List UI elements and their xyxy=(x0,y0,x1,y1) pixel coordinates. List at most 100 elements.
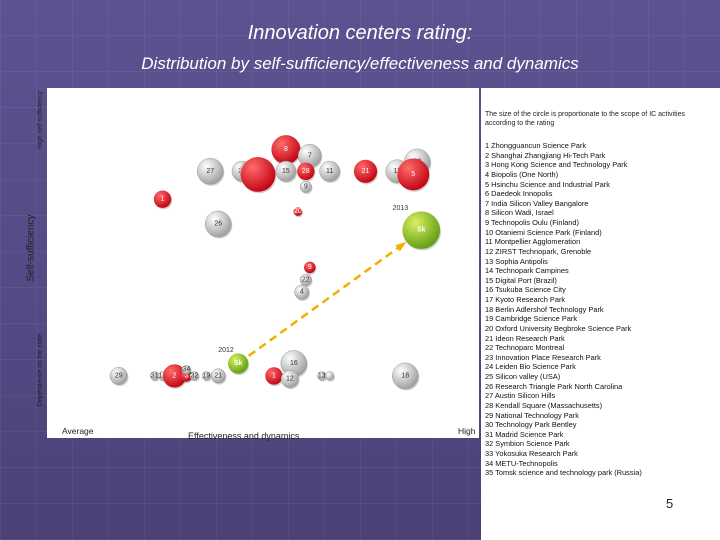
bubble-chart: 8727301015281121933175120262013Sk9224201… xyxy=(109,135,442,391)
bubble-label: 16 xyxy=(290,360,298,367)
bubble-15: 15 xyxy=(275,160,298,183)
list-item: 12 ZIRST Technopark, Grenoble xyxy=(485,246,592,256)
x-tick-average: Average xyxy=(62,426,94,436)
y-axis-label: Self-sufficiency xyxy=(25,214,37,282)
bubble-circle xyxy=(299,180,312,193)
list-item: 19 Cambridge Science Park xyxy=(485,314,578,324)
bubble-label: 20 xyxy=(294,208,302,215)
bubble-label: 13 xyxy=(318,372,326,379)
bubble-unlabeled xyxy=(325,371,336,382)
bubble-label: 21 xyxy=(362,168,370,175)
bubble-label: 4 xyxy=(300,289,304,296)
list-item: 21 Ideon Research Park xyxy=(485,333,565,343)
bubble-label: 31 xyxy=(151,372,159,379)
legend-panel xyxy=(481,88,720,540)
bubble-16: 16 xyxy=(280,350,308,379)
list-item: 26 Research Triangle Park North Carolina xyxy=(485,381,623,391)
list-item: 24 Leiden Bio Science Park xyxy=(485,362,576,372)
list-item: 33 Yokosuka Research Park xyxy=(485,449,578,458)
list-item: 14 Technopark Campines xyxy=(485,266,569,276)
bubble-label: 26 xyxy=(214,221,222,228)
bubble-label: 32 xyxy=(190,372,198,379)
bubble-label: 18 xyxy=(401,372,409,379)
sk-logo-text: Sk xyxy=(234,360,243,367)
bubble-circle xyxy=(109,366,128,385)
bubble-circle xyxy=(181,365,191,375)
bubble-label: 22 xyxy=(302,276,310,283)
list-item: 6 Daedeok Innopolis xyxy=(485,189,553,199)
bubble-20: 20 xyxy=(293,207,304,218)
bubble-label: 2013 xyxy=(393,205,409,212)
bubble-13: 13 xyxy=(317,371,328,382)
list-item: 27 Austin Silicon Hills xyxy=(485,391,556,401)
bubble-label: 3 xyxy=(184,372,188,379)
bubble-circle xyxy=(293,207,303,216)
list-item: 16 Tsukuba Science City xyxy=(485,285,566,295)
list-item: 4 Biopolis (One North) xyxy=(485,169,559,179)
bubble-19: 19 xyxy=(201,371,212,382)
bubble-label: 28 xyxy=(302,168,310,175)
bubble-circle xyxy=(275,160,297,182)
bubble-circle xyxy=(153,190,172,208)
trend-arrow-line xyxy=(237,243,404,365)
bubble-22: 22 xyxy=(299,273,313,288)
bubble-1: 1 xyxy=(265,367,284,387)
list-item: 23 Innovation Place Research Park xyxy=(485,352,601,362)
bubble-8: 8 xyxy=(271,135,302,166)
bubble-circle xyxy=(201,371,211,381)
list-item: 8 Silicon Wadi, Israel xyxy=(485,208,554,218)
bubble-circle xyxy=(204,210,232,238)
bubble-label: 21 xyxy=(214,372,222,379)
bubble-32: 32 xyxy=(189,371,200,382)
bubble-label: 1 xyxy=(161,196,165,203)
bubble-unlabeled xyxy=(240,157,277,194)
bubble-circle xyxy=(299,273,312,286)
list-item: 2 Shanghai Zhangjiang Hi-Tech Park xyxy=(485,150,606,160)
bubble-31: 31 xyxy=(149,371,160,382)
list-item: 35 Tomsk science and technology park (Ru… xyxy=(485,468,642,478)
list-item: 11 Montpellier Agglomeration xyxy=(485,237,581,247)
bubble-circle xyxy=(325,371,335,381)
bubble-circle xyxy=(319,160,341,182)
bubble-12: 12 xyxy=(280,370,300,390)
trend-arrow-head xyxy=(395,241,407,252)
bubble-label: 9 xyxy=(304,183,308,190)
bubble-26: 26 xyxy=(204,210,233,239)
bubble-circle xyxy=(227,353,249,374)
bubble-circle xyxy=(402,211,441,250)
bubble-circle xyxy=(210,368,226,384)
bubble-11: 11 xyxy=(319,160,341,183)
innovation-center-list: 1 Zhongguancun Science Park 2 Shanghai Zh… xyxy=(485,141,715,478)
bubble-label: 11 xyxy=(326,168,333,175)
list-item: 34 METU-Technopolis xyxy=(485,458,558,468)
bubble-label: 19 xyxy=(202,372,210,379)
bubble-28: 28 xyxy=(297,162,316,182)
list-item: 3 Hong Kong Science and Technology Park xyxy=(485,160,628,170)
bubble-circle xyxy=(303,261,316,274)
page-number: 5 xyxy=(666,496,674,511)
list-item: 20 Oxford University Begbroke Science Pa… xyxy=(485,323,632,333)
bubble-label: 7 xyxy=(308,152,312,159)
list-item: 9 Technopolis Oulu (Finland) xyxy=(485,218,579,227)
sk-logo-text: Sk xyxy=(417,227,426,234)
list-item: 1 Zhongguancun Science Park xyxy=(485,141,587,150)
bubble-label: 15 xyxy=(282,168,290,175)
bubble-label: 8 xyxy=(284,146,288,153)
bubble-circle xyxy=(196,158,224,185)
list-item: 31 Madrid Science Park xyxy=(485,429,564,439)
y-tick-low: Dependence on the state xyxy=(36,333,44,407)
slide-subtitle: Distribution by self-sufficiency/effecti… xyxy=(141,54,579,73)
list-item: 32 Symbion Science Park xyxy=(485,439,570,449)
bubble-label: 29 xyxy=(115,372,123,379)
list-item: 25 Silicon valley (USA) xyxy=(485,372,561,381)
size-note: The size of the circle is proportionate … xyxy=(485,111,685,127)
bubble-34: 34 xyxy=(181,365,192,376)
list-item: 13 Sophia Antipolis xyxy=(485,256,548,266)
bubble-label: 34 xyxy=(183,366,191,373)
list-item: 28 Kendall Square (Massachusetts) xyxy=(485,400,603,410)
bubble-circle xyxy=(162,364,187,388)
bubble-29: 29 xyxy=(109,366,129,387)
bubble-label: 9 xyxy=(308,264,312,271)
bubble-circle xyxy=(271,135,301,165)
